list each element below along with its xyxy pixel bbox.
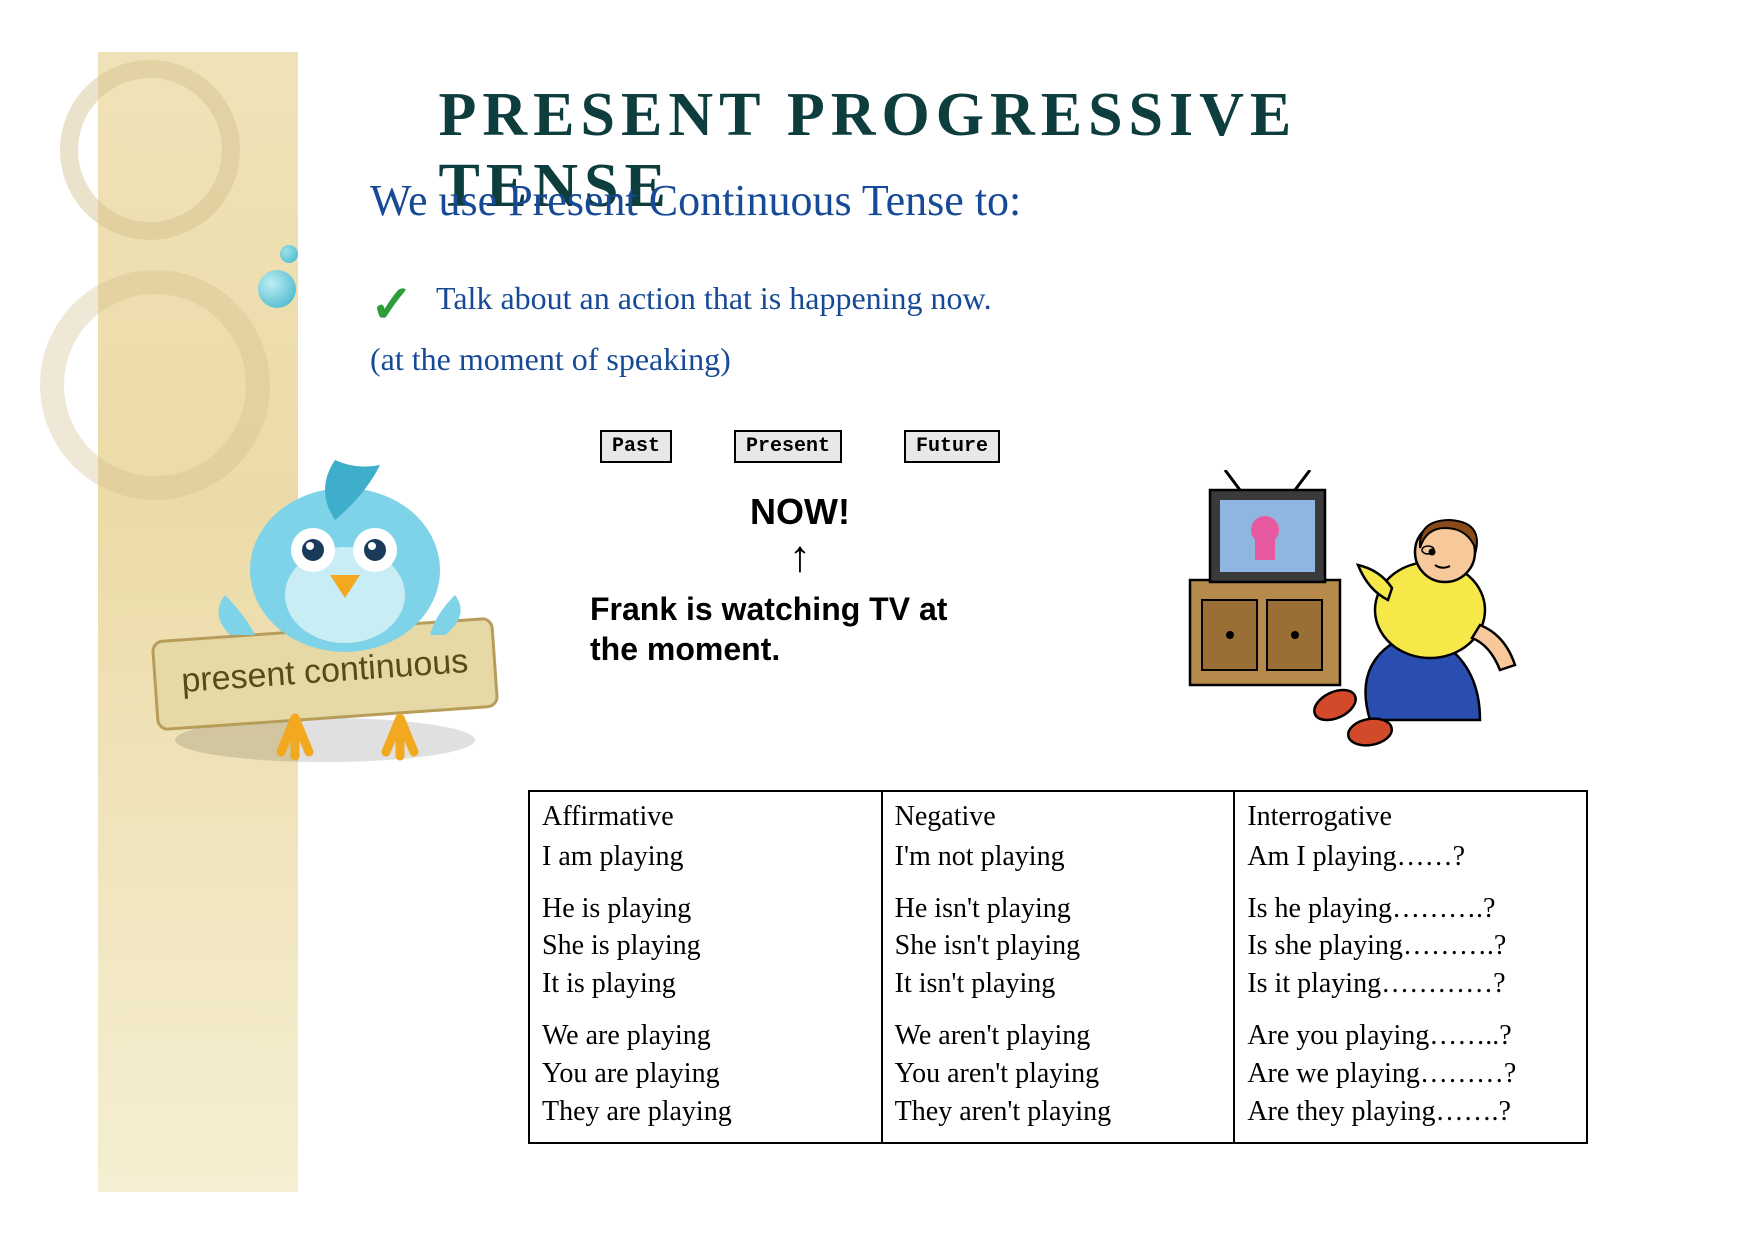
table-cell-negative: NegativeI'm not playing He isn't playingS… xyxy=(882,791,1235,1143)
timeline-future: Future xyxy=(904,430,1000,463)
table-line: Is he playing……….? xyxy=(1247,890,1574,928)
table-group: Are you playing……..?Are we playing………?Ar… xyxy=(1247,1017,1574,1130)
table-line: You are playing xyxy=(542,1055,869,1093)
bullet-line-2: (at the moment of speaking) xyxy=(370,341,1270,378)
table-line: It isn't playing xyxy=(895,965,1222,1003)
example-sentence: Frank is watching TV at the moment. xyxy=(590,589,1010,669)
example-line-2: the moment. xyxy=(590,631,780,667)
table-cell-interrogative: InterrogativeAm I playing……? Is he playin… xyxy=(1234,791,1587,1143)
table-group: I am playing xyxy=(542,838,869,876)
table-line: Am I playing……? xyxy=(1247,838,1574,876)
table-line: She isn't playing xyxy=(895,927,1222,965)
timeline-present: Present xyxy=(734,430,842,463)
table-line: They aren't playing xyxy=(895,1093,1222,1131)
table-line: She is playing xyxy=(542,927,869,965)
table-line: We are playing xyxy=(542,1017,869,1055)
grammar-table: AffirmativeI am playingHe is playingShe … xyxy=(528,790,1588,1144)
table-line: It is playing xyxy=(542,965,869,1003)
checkmark-icon: ✓ xyxy=(370,275,414,335)
table-group: Is he playing……….?Is she playing……….?Is … xyxy=(1247,890,1574,1003)
bullet-block: ✓ Talk about an action that is happening… xyxy=(370,275,1270,378)
bubble-small xyxy=(280,245,298,263)
timeline-diagram: Past Present Future NOW! ↑ Frank is watc… xyxy=(590,430,1010,669)
bubble-big xyxy=(258,270,296,308)
now-label: NOW! xyxy=(590,491,1010,533)
table-line: He isn't playing xyxy=(895,890,1222,928)
table-line: You aren't playing xyxy=(895,1055,1222,1093)
boy-watching-tv-illustration xyxy=(1180,470,1540,750)
table-line: Are you playing……..? xyxy=(1247,1017,1574,1055)
table-header: Affirmative xyxy=(542,798,869,836)
table-line: I'm not playing xyxy=(895,838,1222,876)
table-line: Are they playing…….? xyxy=(1247,1093,1574,1131)
arrow-up-icon: ↑ xyxy=(590,535,1010,579)
table-group: He is playingShe is playingIt is playing xyxy=(542,890,869,1003)
table-header: Interrogative xyxy=(1247,798,1574,836)
table-line: Are we playing………? xyxy=(1247,1055,1574,1093)
table-cell-affirmative: AffirmativeI am playing He is playingShe … xyxy=(529,791,882,1143)
table-line: I am playing xyxy=(542,838,869,876)
table-group: We are playingYou are playingThey are pl… xyxy=(542,1017,869,1130)
table-group: Am I playing……? xyxy=(1247,838,1574,876)
table-line: They are playing xyxy=(542,1093,869,1131)
subtitle: We use Present Continuous Tense to: xyxy=(370,175,1021,226)
bird-sign-illustration: present continuous xyxy=(135,440,515,770)
timeline-past: Past xyxy=(600,430,672,463)
table-group: We aren't playingYou aren't playingThey … xyxy=(895,1017,1222,1130)
table-group: I'm not playing xyxy=(895,838,1222,876)
table-line: He is playing xyxy=(542,890,869,928)
table-line: Is it playing…………? xyxy=(1247,965,1574,1003)
example-line-1: Frank is watching TV at xyxy=(590,591,947,627)
table-header: Negative xyxy=(895,798,1222,836)
bullet-line-1: Talk about an action that is happening n… xyxy=(436,280,992,316)
table-line: Is she playing……….? xyxy=(1247,927,1574,965)
table-line: We aren't playing xyxy=(895,1017,1222,1055)
decorative-ring-1 xyxy=(60,60,240,240)
table-group: He isn't playingShe isn't playingIt isn'… xyxy=(895,890,1222,1003)
